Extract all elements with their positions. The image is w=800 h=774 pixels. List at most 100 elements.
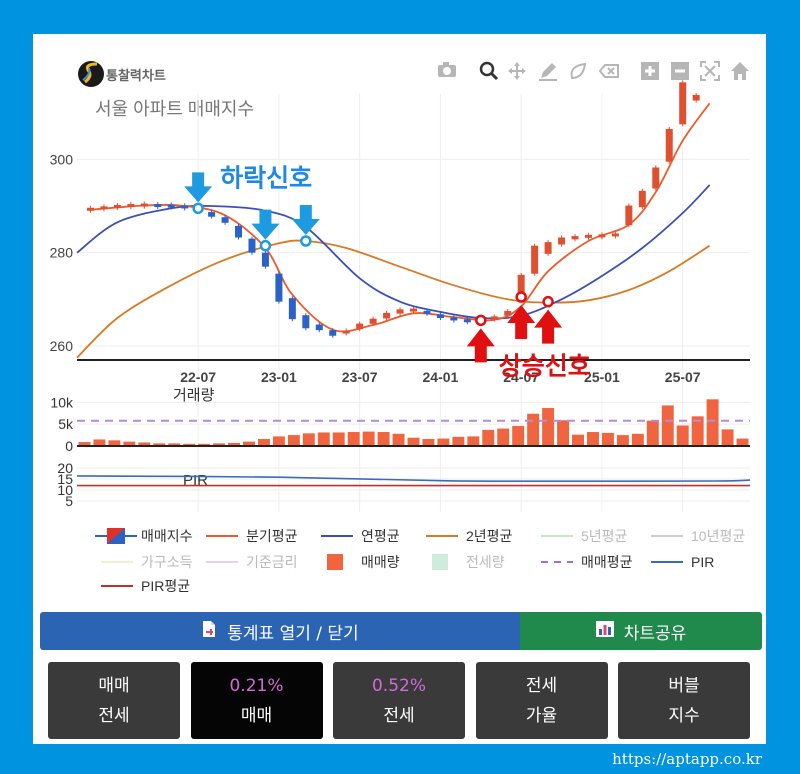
tab-jeonse-ratio[interactable]: 전세 가율	[475, 662, 608, 739]
down-signal-point	[192, 202, 204, 215]
candle	[356, 323, 364, 330]
index-tab-bar: 매매 전세 0.21% 매매 0.52% 전세 전세 가율 버블 지수	[48, 662, 750, 739]
camera-icon[interactable]	[438, 62, 456, 77]
candle	[302, 315, 310, 329]
legend-item[interactable]: 연평균	[321, 528, 400, 544]
stats-table-toggle-label: 통계표 열기 / 닫기	[227, 623, 359, 644]
candle	[638, 190, 646, 208]
volume-bar	[377, 432, 390, 446]
volume-bar	[183, 443, 196, 446]
tab-jeonse[interactable]: 0.52% 전세	[333, 662, 465, 739]
candle	[410, 308, 417, 312]
volume-tick-label: 10k	[50, 394, 74, 410]
legend-item[interactable]: 기준금리	[206, 554, 298, 570]
candle	[436, 314, 444, 318]
zoom-out-icon[interactable]	[671, 62, 689, 80]
legend-item[interactable]: PIR평균	[101, 578, 190, 594]
candle	[558, 237, 566, 245]
candle	[423, 310, 431, 314]
autoscale-icon[interactable]	[700, 61, 720, 81]
candle	[598, 234, 606, 238]
volume-bar	[437, 438, 450, 446]
legend-item[interactable]: 분기평균	[206, 528, 298, 544]
volume-bar	[168, 443, 181, 446]
candle	[692, 94, 700, 101]
brand-logo-icon	[78, 61, 104, 87]
down-signal-point	[259, 239, 272, 252]
x-tick-label: 23-01	[261, 369, 297, 385]
volume-bar	[407, 437, 420, 446]
legend-item[interactable]: 전세량	[432, 554, 505, 570]
site-url[interactable]: https://aptapp.co.kr	[612, 750, 762, 768]
legend-label: 매매평균	[581, 554, 633, 570]
pencil	[541, 63, 556, 78]
zoom-icon[interactable]	[479, 61, 499, 81]
legend-item[interactable]: 5년평균	[541, 528, 628, 544]
tab-line2: 지수	[668, 705, 700, 726]
tab-sale-jeonse[interactable]: 매매 전세	[48, 662, 180, 739]
legend-item[interactable]: 매매량	[327, 554, 400, 570]
candle	[100, 206, 108, 210]
tab-jeonse-change: 0.52%	[371, 675, 426, 696]
volume-bar	[78, 442, 91, 446]
candle	[275, 273, 283, 302]
volume-bar	[646, 420, 659, 446]
candle	[235, 225, 243, 238]
candle	[625, 205, 633, 226]
down-signal-point	[300, 235, 312, 247]
modebar	[438, 61, 749, 81]
down-arrow-icon	[291, 205, 320, 235]
volume-bar	[497, 428, 510, 446]
zoom-in-icon[interactable]	[641, 62, 659, 80]
draw-open-icon[interactable]	[570, 62, 587, 80]
candle	[248, 238, 256, 253]
pir-title: PIR	[183, 472, 208, 489]
chart-share-button[interactable]: 차트공유	[520, 612, 762, 650]
draw-line-icon[interactable]	[539, 63, 557, 81]
pan-icon[interactable]	[508, 62, 526, 80]
x-tick-label: 23-07	[342, 369, 378, 385]
legend-swatch	[327, 554, 343, 570]
legend-item[interactable]: 가구소득	[101, 554, 193, 570]
tab-sale[interactable]: 0.21% 매매	[190, 662, 323, 739]
legend-item[interactable]: PIR	[651, 554, 714, 570]
legend-label: 10년평균	[691, 528, 745, 544]
legend-item[interactable]: 2년평균	[426, 528, 513, 544]
legend-item[interactable]: 10년평균	[651, 528, 745, 544]
volume-bar	[243, 441, 255, 446]
candle	[463, 319, 471, 323]
tab-line2: 가율	[525, 705, 558, 726]
down-arrow-icon	[251, 209, 280, 240]
x-tick-label: 25-01	[584, 369, 620, 385]
volume-bar	[482, 429, 495, 446]
tab-bubble-index[interactable]: 버블 지수	[618, 662, 750, 739]
volume-bar	[512, 425, 525, 446]
volume-bar	[228, 442, 241, 446]
pir-tick-label: 10	[57, 482, 73, 498]
x-tick-label: 24-01	[423, 369, 459, 385]
tab-line2: 전세	[383, 705, 415, 726]
stats-table-toggle-button[interactable]: 통계표 열기 / 닫기	[40, 612, 520, 650]
volume-bar	[272, 436, 285, 446]
legend-item[interactable]: 매매평균	[541, 554, 633, 570]
candle	[611, 233, 619, 237]
volume-bar	[392, 433, 405, 446]
volume-bar	[661, 405, 674, 446]
volume-bar	[153, 443, 166, 446]
erase-icon[interactable]	[598, 64, 619, 78]
pir-line	[76, 475, 751, 483]
candle	[531, 245, 539, 274]
legend-item[interactable]: 매매지수	[95, 528, 193, 544]
up-signal-label: 상승신호	[499, 352, 591, 380]
logo-swoosh-blue	[82, 67, 91, 81]
volume-bar	[362, 431, 375, 446]
reset-home-icon[interactable]	[731, 62, 749, 80]
volume-bars	[78, 399, 749, 446]
volume-bar	[138, 442, 151, 446]
candle	[652, 167, 660, 189]
grid	[77, 94, 750, 512]
volume-bar	[586, 432, 599, 446]
up-signal-point	[515, 291, 527, 303]
